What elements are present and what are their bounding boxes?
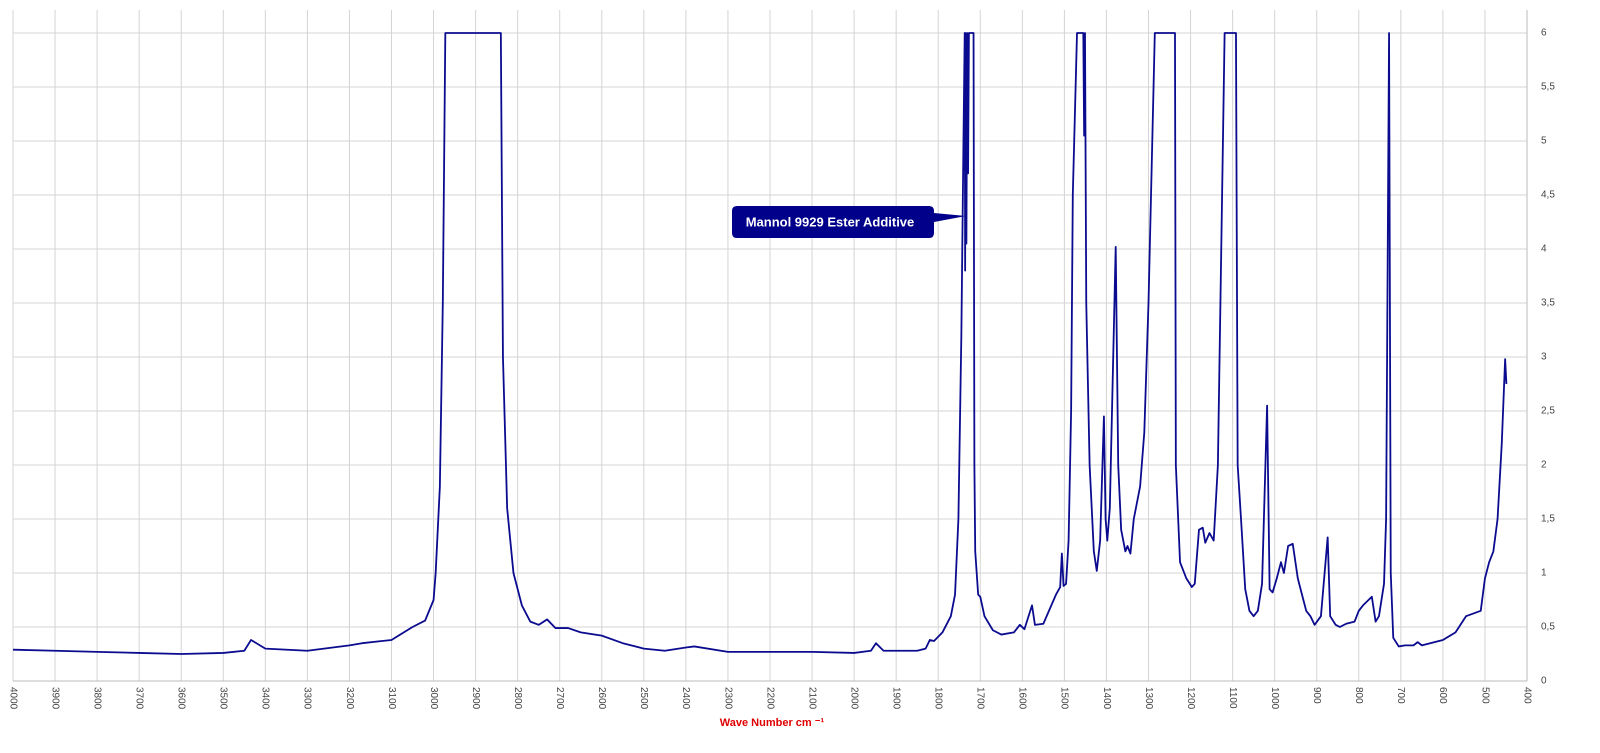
x-tick-label: 1500 xyxy=(1059,687,1070,710)
x-tick-label: 3100 xyxy=(386,687,397,710)
x-tick-label: 3000 xyxy=(428,687,439,710)
annotation: Mannol 9929 Ester Additive xyxy=(732,206,966,238)
x-tick-label: 3500 xyxy=(218,687,229,710)
x-tick-label: 600 xyxy=(1437,687,1448,704)
x-tick-label: 1300 xyxy=(1143,687,1154,710)
x-tick-label: 1400 xyxy=(1101,687,1112,710)
y-tick-label: 0,5 xyxy=(1541,622,1555,633)
x-tick-label: 2600 xyxy=(596,687,607,710)
x-tick-label: 1600 xyxy=(1017,687,1028,710)
x-tick-label: 1200 xyxy=(1185,687,1196,710)
x-tick-label: 2200 xyxy=(764,687,775,710)
x-tick-label: 2800 xyxy=(512,687,523,710)
y-tick-label: 5,5 xyxy=(1541,82,1555,93)
x-tick-label: 2300 xyxy=(722,687,733,710)
x-tick-label: 3600 xyxy=(176,687,187,710)
x-tick-label: 3400 xyxy=(260,687,271,710)
x-tick-label: 3800 xyxy=(91,687,102,710)
y-tick-label: 0 xyxy=(1541,676,1547,687)
x-tick-label: 800 xyxy=(1353,687,1364,704)
annotation-box xyxy=(732,206,966,238)
x-tick-label: 1700 xyxy=(975,687,986,710)
y-tick-label: 4 xyxy=(1541,244,1547,255)
y-tick-label: 2,5 xyxy=(1541,406,1555,417)
x-tick-label: 2900 xyxy=(470,687,481,710)
y-tick-label: 6 xyxy=(1541,28,1547,39)
y-tick-label: 1 xyxy=(1541,568,1547,579)
y-tick-label: 3,5 xyxy=(1541,298,1555,309)
x-tick-label: 400 xyxy=(1521,687,1532,704)
x-tick-label: 1000 xyxy=(1269,687,1280,710)
x-tick-label: 1800 xyxy=(933,687,944,710)
x-tick-label: 900 xyxy=(1311,687,1322,704)
x-tick-label: 3700 xyxy=(134,687,145,710)
y-tick-label: 5 xyxy=(1541,136,1547,147)
x-axis-label: Wave Number cm ⁻¹ xyxy=(720,717,825,729)
x-tick-label: 2500 xyxy=(638,687,649,710)
x-tick-label: 700 xyxy=(1395,687,1406,704)
x-tick-label: 1900 xyxy=(891,687,902,710)
x-tick-label: 2700 xyxy=(554,687,565,710)
annotation-text: Mannol 9929 Ester Additive xyxy=(746,214,915,229)
x-tick-label: 2400 xyxy=(680,687,691,710)
x-tick-label: 3200 xyxy=(344,687,355,710)
x-tick-label: 3900 xyxy=(49,687,60,710)
x-tick-label: 4000 xyxy=(7,687,18,710)
x-tick-label: 3300 xyxy=(302,687,313,710)
y-tick-label: 1,5 xyxy=(1541,514,1555,525)
x-tick-label: 2000 xyxy=(848,687,859,710)
spectrum-line xyxy=(12,32,1508,655)
x-tick-label: 500 xyxy=(1479,687,1490,704)
y-tick-label: 3 xyxy=(1541,352,1547,363)
x-tick-label: 1100 xyxy=(1227,687,1238,709)
y-tick-label: 4,5 xyxy=(1541,190,1555,201)
x-tick-label: 2100 xyxy=(806,687,817,710)
y-tick-label: 2 xyxy=(1541,460,1547,471)
